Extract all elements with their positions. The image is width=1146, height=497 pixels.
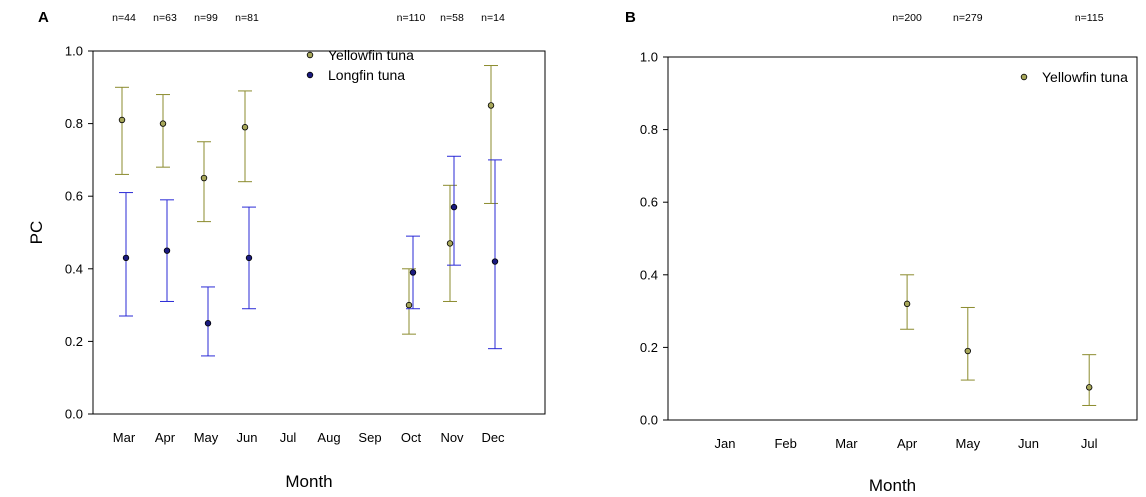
legend-marker: [306, 51, 314, 59]
x-tick-label-nov: Nov: [440, 430, 464, 445]
series-yellowfin-tuna: [115, 65, 498, 335]
y-axis-title: PC: [27, 221, 46, 245]
x-tick-label-mar: Mar: [835, 436, 858, 451]
series-longfin-tuna: [119, 155, 502, 357]
panel-label: B: [625, 9, 636, 26]
y-tick-label: 0.0: [65, 407, 83, 422]
sample-size-label: n=14: [481, 12, 505, 24]
sample-size-label: n=200: [892, 12, 922, 24]
y-tick-label: 0.2: [65, 334, 83, 349]
sample-size-label: n=63: [153, 12, 177, 24]
data-point: [446, 240, 454, 247]
data-point: [159, 120, 167, 127]
x-tick-label-feb: Feb: [774, 436, 796, 451]
sample-size-label: n=110: [397, 12, 426, 24]
x-tick-label-jun: Jun: [237, 430, 258, 445]
x-axis-title: Month: [869, 476, 916, 495]
legend-marker: [1020, 73, 1028, 81]
legend-label: Yellowfin tuna: [328, 47, 414, 63]
x-tick-label-may: May: [194, 430, 219, 445]
x-tick-label-jul: Jul: [280, 430, 297, 445]
sample-size-label: n=99: [194, 12, 218, 24]
y-tick-label: 0.0: [640, 413, 658, 428]
data-point: [118, 116, 126, 124]
data-point: [163, 247, 171, 254]
legend-label: Yellowfin tuna: [1042, 69, 1128, 85]
x-tick-label-jun: Jun: [1018, 436, 1039, 451]
x-tick-label-dec: Dec: [481, 430, 505, 445]
y-tick-label: 1.0: [65, 44, 83, 59]
y-tick-label: 0.6: [640, 195, 658, 210]
legend-marker: [306, 71, 314, 79]
chart-panel-b: B 0.0 0.2 0.4 0.6 0.8 1.0 Jan Feb Mar Apr May Jun Jul…: [625, 9, 1138, 495]
data-point: [1085, 384, 1093, 391]
x-axis-title: Month: [285, 472, 332, 491]
data-point: [204, 320, 212, 327]
y-tick-label: 0.8: [65, 116, 83, 131]
data-point: [491, 258, 499, 265]
data-point: [450, 203, 458, 211]
data-point: [903, 300, 911, 308]
sample-size-label: n=58: [440, 12, 464, 24]
sample-size-label: n=44: [112, 12, 136, 24]
x-tick-label-oct: Oct: [401, 430, 422, 445]
data-point: [245, 254, 253, 262]
plot-frame: [92, 50, 546, 415]
sample-size-label: n=81: [235, 12, 259, 24]
sample-size-label: n=115: [1075, 12, 1104, 24]
x-tick-label-jan: Jan: [715, 436, 736, 451]
x-tick-label-jul: Jul: [1081, 436, 1098, 451]
data-point: [241, 124, 249, 131]
data-point: [964, 347, 971, 355]
data-point: [487, 102, 495, 109]
series-yellowfin-tuna: [900, 274, 1097, 406]
y-tick-label: 0.4: [65, 261, 83, 276]
y-tick-label: 0.8: [640, 122, 658, 137]
x-tick-label-may: May: [956, 436, 981, 451]
plot-frame: [667, 56, 1138, 421]
y-tick-label: 1.0: [640, 50, 658, 65]
data-point: [405, 301, 413, 309]
data-point: [409, 269, 417, 276]
y-tick-label: 0.4: [640, 267, 658, 282]
x-tick-label-mar: Mar: [113, 430, 136, 445]
x-tick-label-aug: Aug: [317, 430, 340, 445]
panel-label: A: [38, 9, 49, 26]
x-tick-label-sep: Sep: [358, 430, 381, 445]
chart-panel-a: A 0.0 0.2 0.4 0.6 0.8 1.0 Mar Apr May Jun Jul Aug Sep…: [27, 9, 546, 491]
data-point: [200, 174, 208, 182]
x-tick-label-apr: Apr: [897, 436, 918, 451]
y-tick-label: 0.6: [65, 189, 83, 204]
data-point: [122, 254, 130, 262]
y-tick-label: 0.2: [640, 340, 658, 355]
legend-label: Longfin tuna: [328, 67, 405, 83]
sample-size-label: n=279: [953, 12, 983, 24]
x-tick-label-apr: Apr: [155, 430, 176, 445]
